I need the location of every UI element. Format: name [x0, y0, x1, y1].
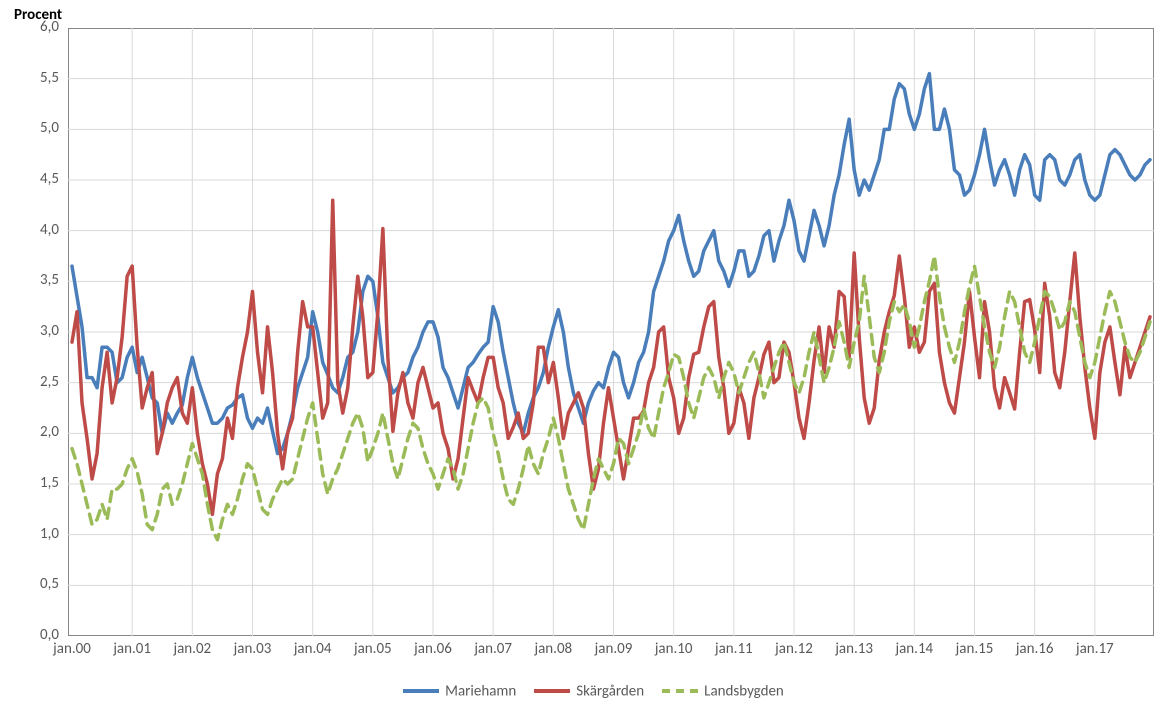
x-tick-label: jan.13 [835, 640, 873, 658]
x-tick-label: jan.17 [1076, 640, 1114, 658]
y-tick-label: 2,0 [9, 423, 59, 441]
y-tick-label: 2,5 [9, 373, 59, 391]
y-tick-label: 4,0 [9, 221, 59, 239]
x-tick-label: jan.03 [234, 640, 272, 658]
x-tick-label: jan.15 [956, 640, 994, 658]
y-tick-label: 5,5 [9, 69, 59, 87]
x-tick-label: jan.05 [354, 640, 392, 658]
x-tick-label: jan.14 [896, 640, 934, 658]
legend-swatch [534, 689, 570, 693]
legend-label: Mariehamn [445, 682, 516, 700]
y-tick-label: 1,5 [9, 474, 59, 492]
y-tick-label: 5,0 [9, 119, 59, 137]
x-tick-label: jan.10 [655, 640, 693, 658]
x-tick-label: jan.00 [53, 640, 91, 658]
y-tick-label: 0,5 [9, 575, 59, 593]
x-tick-label: jan.12 [775, 640, 813, 658]
legend-swatch [662, 689, 698, 693]
x-tick-label: jan.06 [414, 640, 452, 658]
x-tick-label: jan.02 [174, 640, 212, 658]
y-tick-label: 0,0 [9, 626, 59, 644]
legend-label: Skärgården [576, 682, 644, 700]
x-tick-label: jan.11 [715, 640, 753, 658]
legend-label: Landsbygden [704, 682, 784, 700]
y-tick-label: 6,0 [9, 18, 59, 36]
x-tick-label: jan.04 [294, 640, 332, 658]
x-tick-label: jan.09 [595, 640, 633, 658]
legend-swatch [403, 689, 439, 693]
chart-container: Procent MariehamnSkärgårdenLandsbygden 0… [0, 0, 1169, 710]
x-tick-label: jan.01 [113, 640, 151, 658]
y-tick-label: 1,0 [9, 525, 59, 543]
line-chart-plot [68, 28, 1154, 636]
chart-legend: Mariehamn Skärgården Landsbygden [0, 682, 1169, 700]
y-tick-label: 3,0 [9, 322, 59, 340]
y-tick-label: 4,5 [9, 170, 59, 188]
x-tick-label: jan.08 [535, 640, 573, 658]
y-tick-label: 3,5 [9, 271, 59, 289]
x-tick-label: jan.07 [474, 640, 512, 658]
x-tick-label: jan.16 [1016, 640, 1054, 658]
